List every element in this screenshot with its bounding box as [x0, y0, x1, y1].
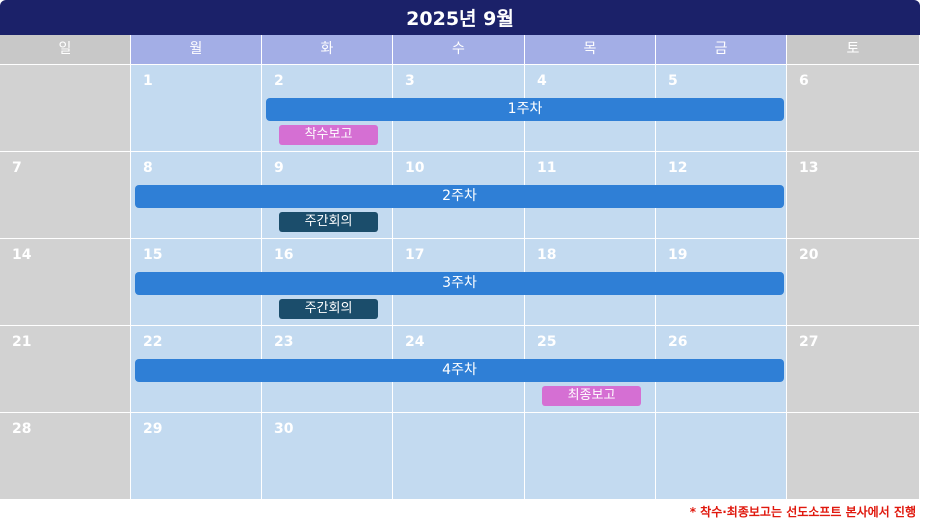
- day-cell[interactable]: 1: [131, 65, 262, 152]
- day-cell[interactable]: [0, 65, 131, 152]
- day-number: 11: [537, 160, 557, 176]
- day-number: 27: [799, 334, 819, 350]
- day-number: 1: [143, 73, 153, 89]
- day-number: 9: [274, 160, 284, 176]
- day-number: 24: [405, 334, 425, 350]
- day-number: 29: [143, 421, 163, 437]
- footnote: * 착수·최종보고는 선도소프트 본사에서 진행: [689, 505, 916, 519]
- day-cell[interactable]: 20: [787, 239, 920, 326]
- day-number: 8: [143, 160, 153, 176]
- day-number: 10: [405, 160, 425, 176]
- calendar-title: 2025년 9월: [0, 0, 920, 35]
- day-cell[interactable]: [656, 413, 787, 500]
- day-number: 20: [799, 247, 819, 263]
- weekday-header: 수: [393, 35, 524, 64]
- day-cell[interactable]: 6: [787, 65, 920, 152]
- day-cell[interactable]: 29: [131, 413, 262, 500]
- day-number: 3: [405, 73, 415, 89]
- day-number: 26: [668, 334, 688, 350]
- week-span-bar[interactable]: 3주차: [135, 272, 784, 295]
- week-span-bar[interactable]: 2주차: [135, 185, 784, 208]
- day-number: 25: [537, 334, 557, 350]
- day-number: 28: [12, 421, 32, 437]
- week-span-bar[interactable]: 1주차: [266, 98, 784, 121]
- day-cell[interactable]: [393, 413, 525, 500]
- day-number: 17: [405, 247, 425, 263]
- week-span-bar[interactable]: 4주차: [135, 359, 784, 382]
- day-number: 5: [668, 73, 678, 89]
- weekday-header: 일: [0, 35, 130, 64]
- day-number: 12: [668, 160, 688, 176]
- day-number: 14: [12, 247, 32, 263]
- day-number: 16: [274, 247, 294, 263]
- event-chip[interactable]: 주간회의: [279, 299, 378, 319]
- day-number: 6: [799, 73, 809, 89]
- event-chip[interactable]: 착수보고: [279, 125, 378, 145]
- day-number: 30: [274, 421, 294, 437]
- day-cell[interactable]: 7: [0, 152, 131, 239]
- day-cell[interactable]: 21: [0, 326, 131, 413]
- day-number: 19: [668, 247, 688, 263]
- day-number: 23: [274, 334, 294, 350]
- day-number: 18: [537, 247, 557, 263]
- day-cell[interactable]: 30: [262, 413, 393, 500]
- event-chip[interactable]: 주간회의: [279, 212, 378, 232]
- day-number: 7: [12, 160, 22, 176]
- weekday-header: 금: [656, 35, 786, 64]
- day-cell[interactable]: 27: [787, 326, 920, 413]
- day-number: 21: [12, 334, 32, 350]
- day-cell[interactable]: 13: [787, 152, 920, 239]
- day-number: 22: [143, 334, 163, 350]
- day-number: 15: [143, 247, 163, 263]
- day-cell[interactable]: [787, 413, 920, 500]
- day-number: 13: [799, 160, 819, 176]
- day-number: 4: [537, 73, 547, 89]
- weekday-header: 화: [262, 35, 392, 64]
- weekday-header: 월: [131, 35, 261, 64]
- day-number: 2: [274, 73, 284, 89]
- weekday-header: 토: [787, 35, 919, 64]
- weekday-header: 목: [525, 35, 655, 64]
- day-cell[interactable]: 14: [0, 239, 131, 326]
- day-cell[interactable]: 28: [0, 413, 131, 500]
- day-cell[interactable]: [525, 413, 656, 500]
- event-chip[interactable]: 최종보고: [542, 386, 641, 406]
